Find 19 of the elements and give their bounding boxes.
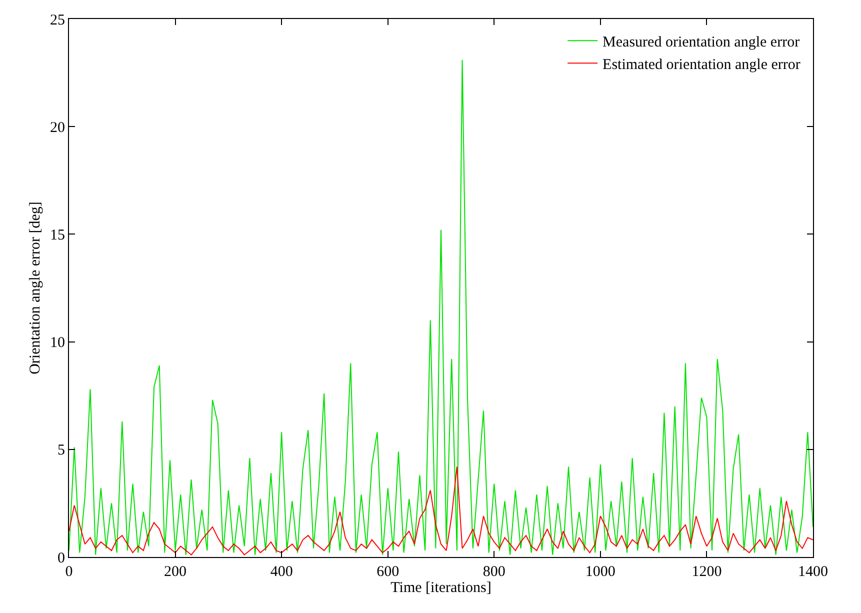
y-tick-label: 5 xyxy=(58,442,65,459)
y-tick-label: 20 xyxy=(50,120,65,136)
legend-label: Estimated orientation angle error xyxy=(602,56,800,73)
x-tick-label: 1400 xyxy=(798,564,828,580)
y-tick-label: 10 xyxy=(50,335,65,352)
y-tick-label: 25 xyxy=(50,12,65,28)
x-tick-label: 1000 xyxy=(585,564,616,580)
x-tick-label: 400 xyxy=(270,564,293,580)
x-axis-title: Time [iterations] xyxy=(390,580,492,596)
x-tick-label: 200 xyxy=(164,564,187,580)
line-series xyxy=(69,466,813,556)
y-axis-title: Orientation angle error [deg] xyxy=(27,202,44,374)
x-tick-label: 1200 xyxy=(692,564,722,580)
x-tick-label: 800 xyxy=(482,564,506,580)
legend-label: Measured orientation angle error xyxy=(602,34,800,50)
y-tick-label: 15 xyxy=(50,227,65,244)
line-series xyxy=(69,59,813,556)
y-tick-label: 0 xyxy=(58,550,65,566)
x-tick-label: 600 xyxy=(376,564,400,580)
